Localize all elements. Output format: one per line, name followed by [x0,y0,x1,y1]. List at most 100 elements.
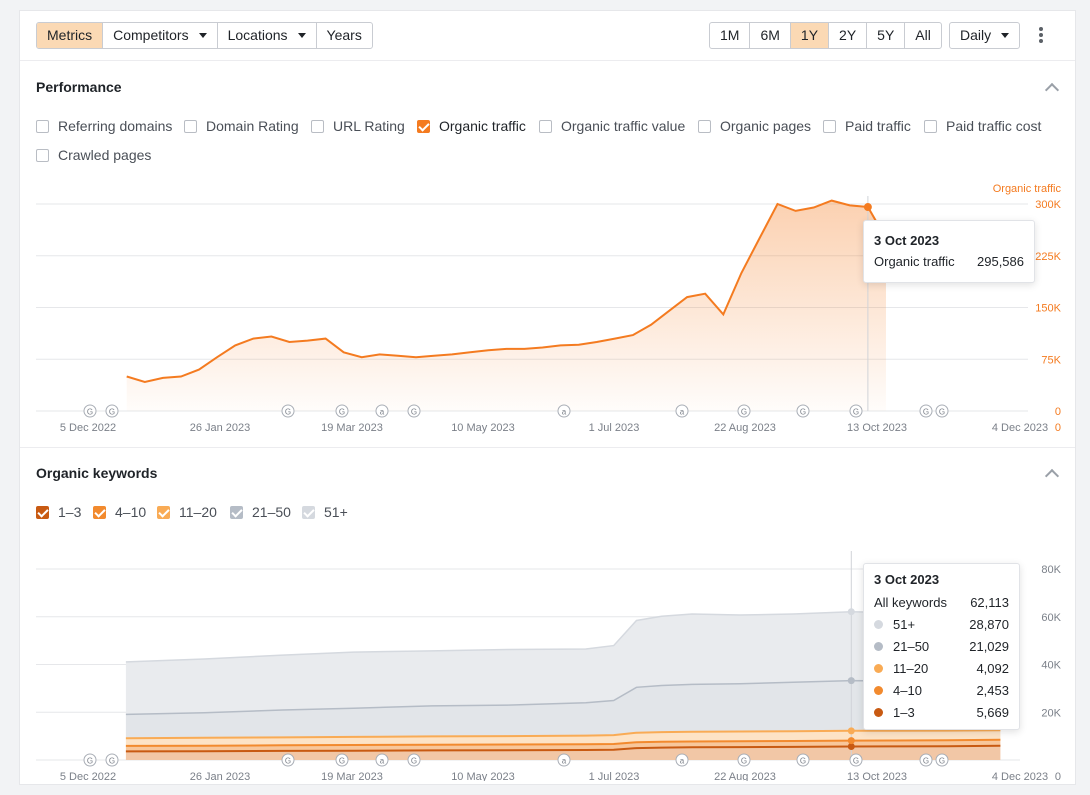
filter-pos-11-20[interactable]: 11–20 [157,504,217,520]
update-marker-icon [919,404,933,418]
update-marker-letter: a [680,408,685,417]
update-marker-icon [281,753,295,767]
update-marker-letter: a [562,408,567,417]
y-tick-label: 150K [1035,303,1061,315]
range-5y-button[interactable]: 5Y [867,23,906,48]
metrics-tab[interactable]: Metrics [37,23,104,48]
series-dot-icon [874,707,883,717]
interval-label: Daily [960,27,992,43]
x-tick-label: 13 Oct 2023 [847,422,907,434]
update-marker-letter: G [285,408,291,417]
performance-title: Performance [36,79,122,95]
competitors-dropdown[interactable]: Competitors [103,23,218,48]
update-marker-icon [407,753,421,767]
filter-label: 11–20 [179,504,217,520]
hover-point [847,677,855,685]
more-options-icon[interactable] [1034,26,1048,46]
range-1y-button[interactable]: 1Y [790,23,830,48]
update-marker-letter: G [109,757,115,766]
metric-domain-rating[interactable]: Domain Rating [184,118,299,134]
update-marker-letter: G [939,757,945,766]
range-1m-button[interactable]: 1M [710,23,751,48]
update-marker-icon [849,753,863,767]
tooltip-date: 3 Oct 2023 [874,572,940,587]
tooltip-row: 4–10 2,453 [874,679,1009,701]
y-zero-label: 0 [1055,771,1061,781]
metric-referring-domains[interactable]: Referring domains [36,118,172,134]
interval-dropdown[interactable]: Daily [949,22,1021,49]
metric-label: Referring domains [58,118,173,134]
tooltip-label: 11–20 [893,660,929,676]
y-tick-label: 0 [1055,406,1061,418]
update-marker-icon [375,753,389,767]
update-marker-letter: G [923,408,929,417]
checkbox-checked-icon [93,505,106,519]
chevron-down-icon [297,33,306,38]
metric-organic-traffic[interactable]: Organic traffic [417,118,526,134]
keyword-area-51+ [125,611,1001,715]
update-marker-letter: G [800,757,806,766]
locations-dropdown[interactable]: Locations [218,23,317,48]
years-tab[interactable]: Years [326,27,362,43]
update-marker-icon [675,753,689,767]
x-tick-label: 13 Oct 2023 [847,771,907,781]
tooltip-value: 28,870 [969,616,1009,632]
filter-label: 21–50 [252,504,291,520]
metric-label: URL Rating [333,118,405,134]
metric-label: Paid traffic [845,118,911,134]
filter-label: 51+ [324,504,348,520]
update-marker-icon [557,753,571,767]
metric-label: Domain Rating [206,118,299,134]
tooltip-all-label: All keywords [874,594,947,610]
x-tick-label: 22 Aug 2023 [714,771,776,781]
metric-url-rating[interactable]: URL Rating [311,118,405,134]
metric-label: Paid traffic cost [946,118,1042,134]
metric-crawled-pages[interactable]: Crawled pages [36,147,151,163]
tooltip-row: 21–50 21,029 [874,635,1009,657]
update-marker-icon [675,404,689,418]
update-marker-icon [407,404,421,418]
update-marker-icon [335,753,349,767]
metric-organic-pages[interactable]: Organic pages [698,118,811,134]
range-2y-button[interactable]: 2Y [829,23,868,48]
update-marker-letter: G [285,757,291,766]
tooltip-value: 295,586 [977,253,1024,269]
update-marker-letter: G [411,757,417,766]
tooltip-label: Organic traffic [874,253,955,269]
update-marker-letter: a [380,757,385,766]
update-marker-letter: G [853,408,859,417]
traffic-tooltip: 3 Oct 2023 Organic traffic 295,586 [863,220,1035,283]
metric-paid-traffic-cost[interactable]: Paid traffic cost [924,118,1041,134]
tooltip-label: 1–3 [893,704,915,720]
filter-pos-4-10[interactable]: 4–10 [93,504,146,520]
update-marker-letter: G [87,408,93,417]
x-tick-label: 1 Jul 2023 [589,422,640,434]
collapse-keywords-icon[interactable] [1044,468,1060,484]
chevron-down-icon [198,33,207,38]
checkbox-icon [924,119,937,133]
filter-pos-51-plus[interactable]: 51+ [302,504,348,520]
range-all-button[interactable]: All [915,27,931,43]
keyword-area-11–20 [125,730,1001,746]
update-marker-icon [737,753,751,767]
range-6m-button[interactable]: 6M [750,23,791,48]
x-tick-label: 5 Dec 2022 [60,422,116,434]
tooltip-value: 21,029 [969,638,1009,654]
organic-traffic-area [126,200,886,411]
checkbox-icon [184,119,197,133]
checkbox-checked-icon [36,505,49,519]
collapse-performance-icon[interactable] [1044,82,1060,98]
locations-label: Locations [227,27,288,43]
keyword-line-11–20 [125,729,1001,740]
filter-pos-21-50[interactable]: 21–50 [230,504,291,520]
tooltip-row: Organic traffic 295,586 [874,250,1024,272]
x-tick-label: 19 Mar 2023 [321,771,383,781]
tooltip-row: 11–20 4,092 [874,657,1009,679]
series-dot-icon [874,641,883,651]
metric-paid-traffic[interactable]: Paid traffic [823,118,911,134]
filter-pos-1-3[interactable]: 1–3 [36,504,81,520]
tooltip-value: 4,092 [976,660,1009,676]
series-dot-icon [874,685,883,695]
metric-organic-traffic-value[interactable]: Organic traffic value [539,118,685,134]
x-tick-label: 19 Mar 2023 [321,422,383,434]
